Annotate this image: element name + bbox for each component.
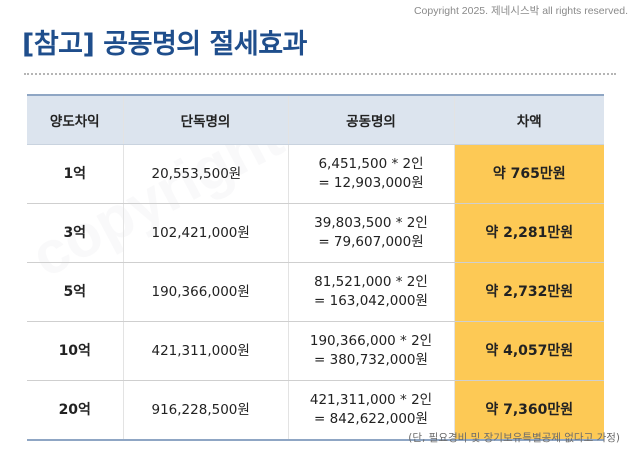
joint-cell: 190,366,000 * 2인 = 380,732,000원 [287,321,454,381]
table-row: 1억 20,553,500원 6,451,500 * 2인 = 12,903,00… [27,144,604,204]
joint-total: = 79,607,000원 [318,234,424,250]
joint-formula: 39,803,500 * 2인 [314,215,428,231]
single-cell: 190,366,000원 [122,262,288,322]
single-cell: 102,421,000원 [122,203,288,263]
page-title: [참고] 공동명의 절세효과 [22,29,307,60]
joint-total: = 12,903,000원 [318,175,424,191]
joint-total: = 380,732,000원 [314,352,428,368]
table-header-row: 양도차익 단독명의 공동명의 차액 [27,94,604,145]
gain-cell: 20억 [27,380,123,441]
dotted-divider [24,73,616,75]
header-joint: 공동명의 [287,94,454,145]
table-row: 5억 190,366,000원 81,521,000 * 2인 = 163,042… [27,262,604,322]
table-row: 20억 916,228,500원 421,311,000 * 2인 = 842,6… [27,380,604,441]
diff-cell: 약 7,360만원 [453,380,604,441]
copyright-notice: Copyright 2025. 제네시스박 all rights reserve… [413,5,628,17]
joint-cell: 39,803,500 * 2인 = 79,607,000원 [287,203,454,263]
joint-formula: 81,521,000 * 2인 [314,274,428,290]
table-row: 3억 102,421,000원 39,803,500 * 2인 = 79,607,… [27,203,604,263]
joint-cell: 421,311,000 * 2인 = 842,622,000원 [287,380,454,441]
header-diff: 차액 [453,94,604,145]
diff-cell: 약 765만원 [453,144,604,204]
joint-formula: 190,366,000 * 2인 [309,333,433,349]
joint-formula: 421,311,000 * 2인 [309,392,433,408]
header-gain: 양도차익 [27,94,123,145]
tax-comparison-table: 양도차익 단독명의 공동명의 차액 1억 20,553,500원 6,451,5… [27,94,604,441]
header-single: 단독명의 [122,94,288,145]
single-cell: 20,553,500원 [122,144,288,204]
single-cell: 421,311,000원 [122,321,288,381]
footnote: (단, 필요경비 및 장기보유특별공제 없다고 가정) [408,432,620,444]
gain-cell: 1억 [27,144,123,204]
single-cell: 916,228,500원 [122,380,288,441]
diff-cell: 약 4,057만원 [453,321,604,381]
joint-total: = 842,622,000원 [314,411,428,427]
joint-total: = 163,042,000원 [314,293,428,309]
table-row: 10억 421,311,000원 190,366,000 * 2인 = 380,7… [27,321,604,381]
diff-cell: 약 2,281만원 [453,203,604,263]
gain-cell: 3억 [27,203,123,263]
gain-cell: 5억 [27,262,123,322]
diff-cell: 약 2,732만원 [453,262,604,322]
joint-formula: 6,451,500 * 2인 [318,156,424,172]
joint-cell: 6,451,500 * 2인 = 12,903,000원 [287,144,454,204]
gain-cell: 10억 [27,321,123,381]
joint-cell: 81,521,000 * 2인 = 163,042,000원 [287,262,454,322]
